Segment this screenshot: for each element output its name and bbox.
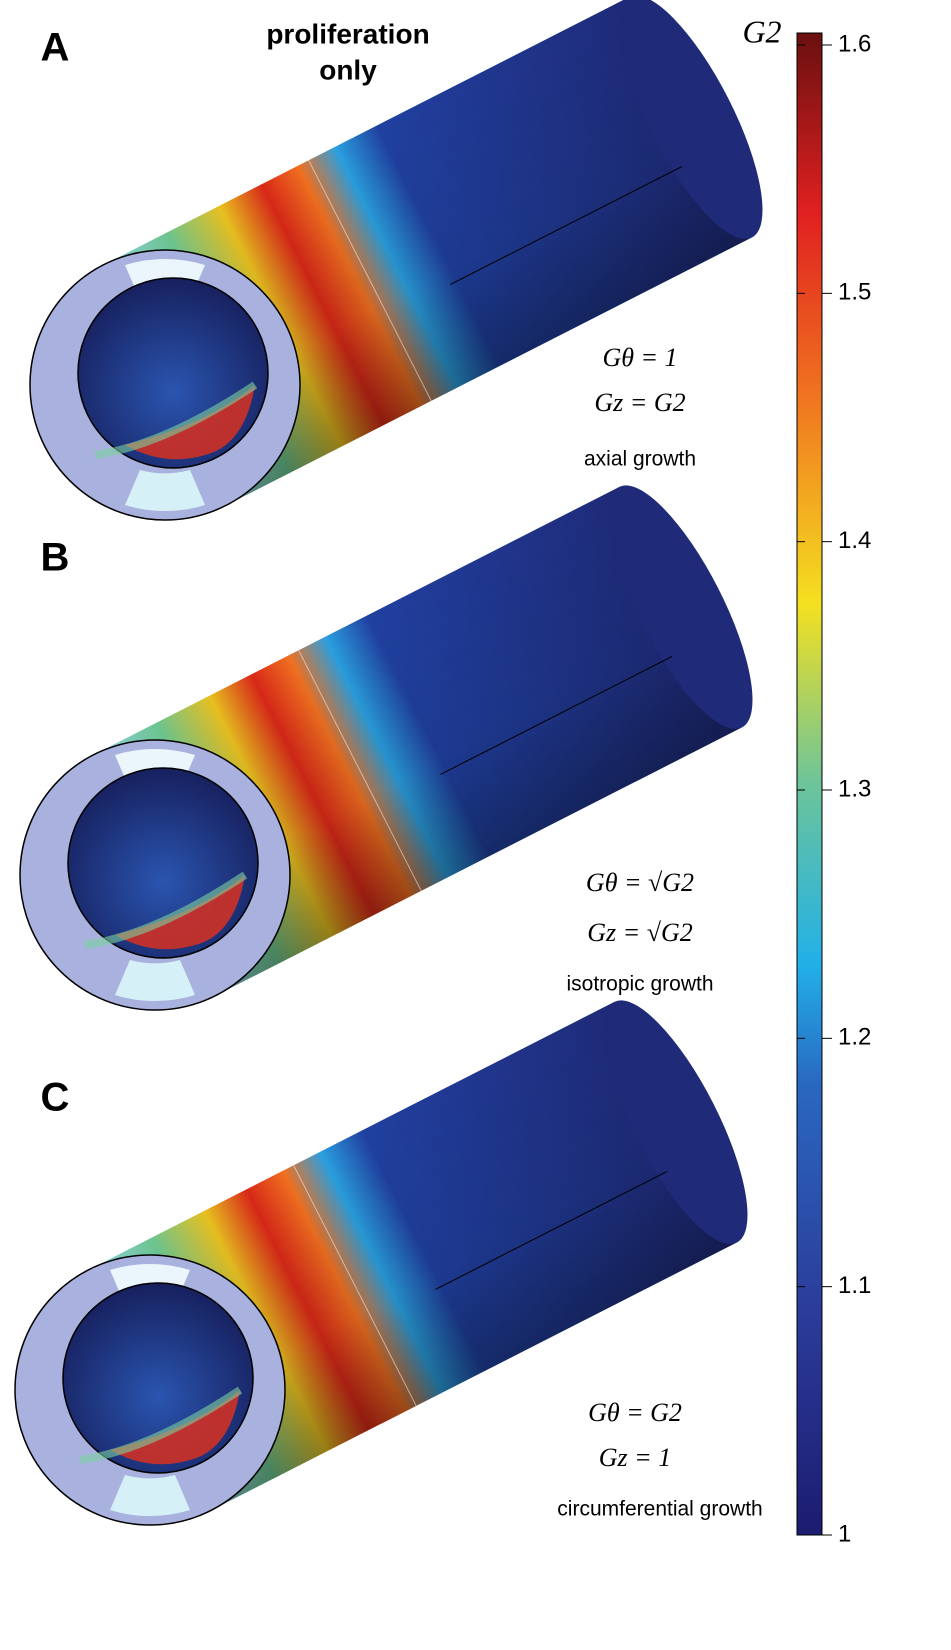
equation: Gθ = G2 (588, 1398, 682, 1427)
equation: Gθ = 1 (602, 343, 677, 372)
panel-label: A (41, 26, 70, 70)
tick-label: 1.2 (838, 1024, 871, 1051)
figure: proliferation only G2 A Gθ = 1 Gz = G2 axia… (0, 0, 951, 1650)
tube-a (30, 0, 789, 520)
tick-label: 1.3 (838, 775, 871, 802)
tick-label: 1.5 (838, 279, 871, 306)
equation: Gz = 1 (599, 1443, 671, 1472)
title-line: only (319, 54, 377, 85)
equation: Gθ = √G2 (586, 868, 694, 897)
caption: isotropic growth (566, 973, 713, 996)
tick-label: 1.4 (838, 527, 871, 554)
panel-label: B (41, 536, 70, 580)
panel-label: C (41, 1076, 70, 1120)
caption: circumferential growth (557, 1498, 762, 1521)
colorbar (797, 33, 822, 1535)
equation: Gz = √G2 (587, 918, 693, 947)
tick-label: 1.6 (838, 30, 871, 57)
equation: Gz = G2 (594, 388, 685, 417)
title-line: proliferation (266, 18, 429, 49)
caption: axial growth (584, 448, 696, 471)
colorbar-title: G2 (742, 13, 781, 49)
tick-label: 1 (838, 1520, 851, 1547)
tick-label: 1.1 (838, 1272, 871, 1299)
